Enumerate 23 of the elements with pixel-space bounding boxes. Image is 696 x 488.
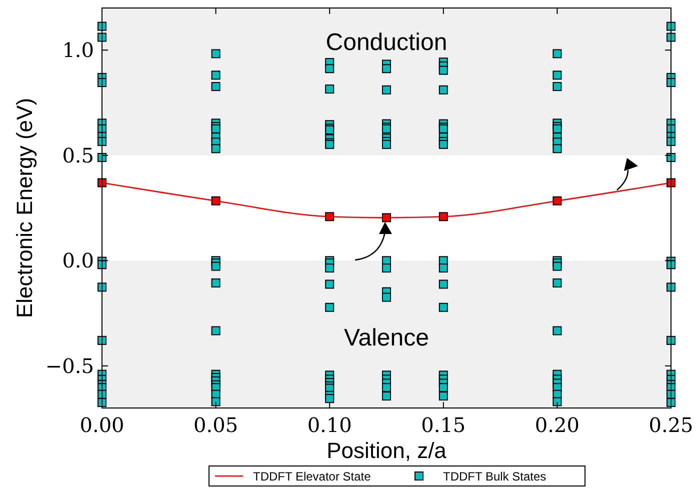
legend-label: TDDFT Elevator State bbox=[253, 470, 372, 484]
point bbox=[382, 213, 391, 222]
point bbox=[325, 212, 334, 222]
x-tick-label: 0.20 bbox=[534, 413, 580, 437]
point bbox=[438, 212, 448, 222]
point bbox=[211, 196, 220, 206]
y-tick-label: 0.0 bbox=[62, 248, 94, 273]
band-label: Valence bbox=[344, 324, 429, 352]
x-tick-label: 0.25 bbox=[648, 413, 694, 437]
legend-label: TDDFT Bulk States bbox=[443, 470, 546, 484]
y-tick-label: 0.5 bbox=[62, 143, 94, 168]
x-tick-label: 0.15 bbox=[421, 413, 466, 437]
x-axis-title: Position, z/a bbox=[326, 438, 448, 463]
x-tick-label: 0.05 bbox=[194, 413, 238, 437]
y-axis-title: Electronic Energy (eV) bbox=[12, 98, 37, 318]
band-label: Conduction bbox=[326, 29, 448, 56]
point bbox=[98, 178, 106, 188]
x-tick-label: 0.10 bbox=[307, 413, 352, 437]
point bbox=[552, 196, 562, 206]
y-tick-label: −0.5 bbox=[45, 354, 94, 378]
point bbox=[666, 178, 676, 188]
y-tick-label: 1.0 bbox=[62, 38, 94, 62]
x-tick-label: 0.00 bbox=[80, 413, 124, 437]
